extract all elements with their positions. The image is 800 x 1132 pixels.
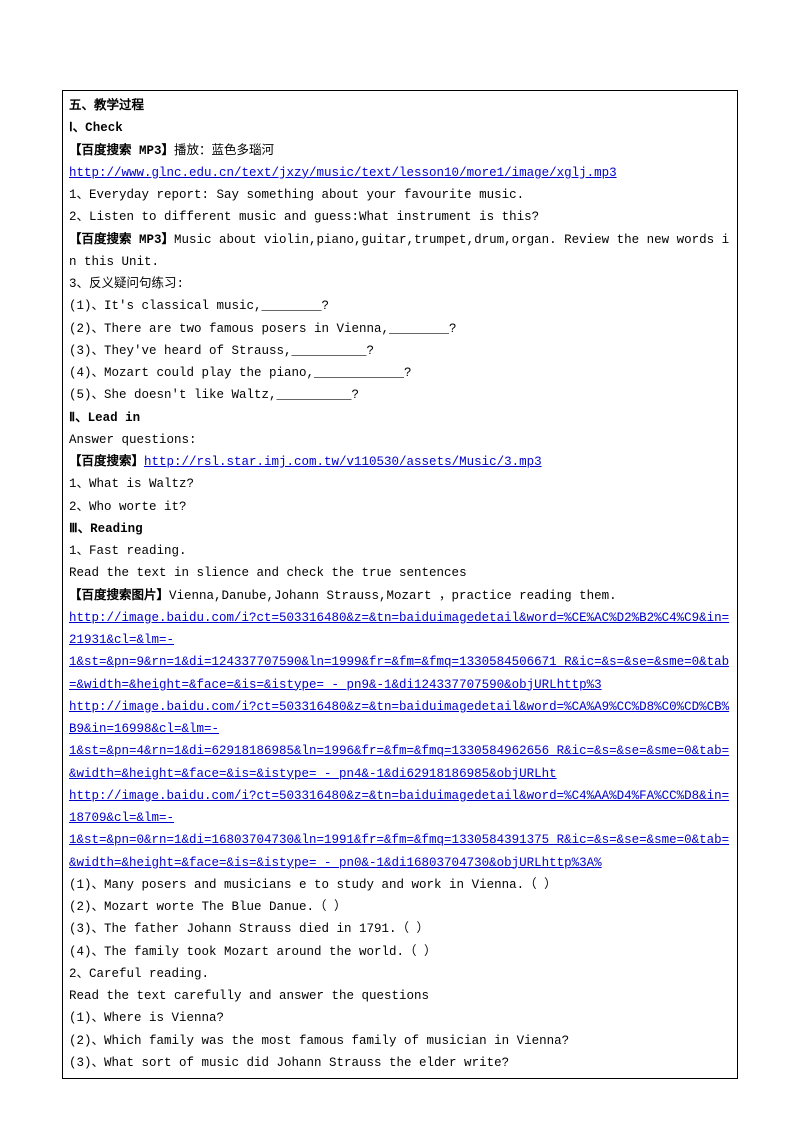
read-carefully: Read the text carefully and answer the q…	[69, 985, 731, 1007]
img-link-2a-line: http://image.baidu.com/i?ct=503316480&z=…	[69, 696, 731, 741]
lead-q2: 2、Who worte it?	[69, 496, 731, 518]
tag-q4: (4)、Mozart could play the piano,________…	[69, 362, 731, 384]
careful-q1: (1)、Where is Vienna?	[69, 1007, 731, 1029]
section-5-heading: 五、教学过程	[69, 95, 731, 117]
section-II-heading: Ⅱ、Lead in	[69, 407, 731, 429]
rsl-link[interactable]: http://rsl.star.imj.com.tw/v110530/asset…	[144, 455, 542, 469]
img-link-3b[interactable]: 1&st=&pn=0&rn=1&di=16803704730&ln=1991&f…	[69, 833, 729, 869]
img-link-1a[interactable]: http://image.baidu.com/i?ct=503316480&z=…	[69, 611, 729, 647]
glnc-link[interactable]: http://www.glnc.edu.cn/text/jxzy/music/t…	[69, 166, 617, 180]
baidu-mp3-line: 【百度搜索 MP3】播放：蓝色多瑙河	[69, 140, 731, 162]
baidu-img-label: 【百度搜索图片】	[69, 589, 169, 603]
tag-q2: (2)、There are two famous posers in Vienn…	[69, 318, 731, 340]
check-line-2: 2、Listen to different music and guess:Wh…	[69, 206, 731, 228]
section-I-heading: Ⅰ、Check	[69, 117, 731, 139]
read-silence: Read the text in slience and check the t…	[69, 562, 731, 584]
true-false-3: (3)、The father Johann Strauss died in 17…	[69, 918, 731, 940]
true-false-4: (4)、The family took Mozart around the wo…	[69, 941, 731, 963]
baidu-mp3-label-2: 【百度搜索 MP3】	[69, 233, 174, 247]
true-false-2: (2)、Mozart worte The Blue Danue.（ ）	[69, 896, 731, 918]
glnc-link-line: http://www.glnc.edu.cn/text/jxzy/music/t…	[69, 162, 731, 184]
true-false-1: (1)、Many posers and musicians e to study…	[69, 874, 731, 896]
img-link-3b-line: 1&st=&pn=0&rn=1&di=16803704730&ln=1991&f…	[69, 829, 731, 874]
tag-q1: (1)、It's classical music,________?	[69, 295, 731, 317]
answer-questions: Answer questions:	[69, 429, 731, 451]
section-III-heading: Ⅲ、Reading	[69, 518, 731, 540]
img-link-1b-line: 1&st=&pn=9&rn=1&di=124337707590&ln=1999&…	[69, 651, 731, 696]
baidu-search-label: 【百度搜索】	[69, 455, 144, 469]
img-link-1b[interactable]: 1&st=&pn=9&rn=1&di=124337707590&ln=1999&…	[69, 655, 729, 691]
document-container: 五、教学过程 Ⅰ、Check 【百度搜索 MP3】播放：蓝色多瑙河 http:/…	[62, 90, 738, 1079]
baidu-search-line: 【百度搜索】http://rsl.star.imj.com.tw/v110530…	[69, 451, 731, 473]
music-about-line: 【百度搜索 MP3】Music about violin,piano,guita…	[69, 229, 731, 274]
fast-reading: 1、Fast reading.	[69, 540, 731, 562]
img-link-3a-line: http://image.baidu.com/i?ct=503316480&z=…	[69, 785, 731, 830]
img-link-2b[interactable]: 1&st=&pn=4&rn=1&di=62918186985&ln=1996&f…	[69, 744, 729, 780]
careful-q3: (3)、What sort of music did Johann Straus…	[69, 1052, 731, 1074]
tag-q5: (5)、She doesn't like Waltz,__________?	[69, 384, 731, 406]
careful-q2: (2)、Which family was the most famous fam…	[69, 1030, 731, 1052]
tag-q3: (3)、They've heard of Strauss,__________?	[69, 340, 731, 362]
img-link-1a-line: http://image.baidu.com/i?ct=503316480&z=…	[69, 607, 731, 652]
baidu-mp3-label: 【百度搜索 MP3】	[69, 144, 174, 158]
careful-reading: 2、Careful reading.	[69, 963, 731, 985]
lead-q1: 1、What is Waltz?	[69, 473, 731, 495]
baidu-img-line: 【百度搜索图片】Vienna,Danube,Johann Strauss,Moz…	[69, 585, 731, 607]
img-link-3a[interactable]: http://image.baidu.com/i?ct=503316480&z=…	[69, 789, 729, 825]
img-link-2a[interactable]: http://image.baidu.com/i?ct=503316480&z=…	[69, 700, 729, 736]
check3-heading: 3、反义疑问句练习:	[69, 273, 731, 295]
check-line-1: 1、Everyday report: Say something about y…	[69, 184, 731, 206]
vienna-practice-text: Vienna,Danube,Johann Strauss,Mozart ，pra…	[169, 589, 617, 603]
img-link-2b-line: 1&st=&pn=4&rn=1&di=62918186985&ln=1996&f…	[69, 740, 731, 785]
play-blue-danube-text: 播放：蓝色多瑙河	[174, 144, 274, 158]
